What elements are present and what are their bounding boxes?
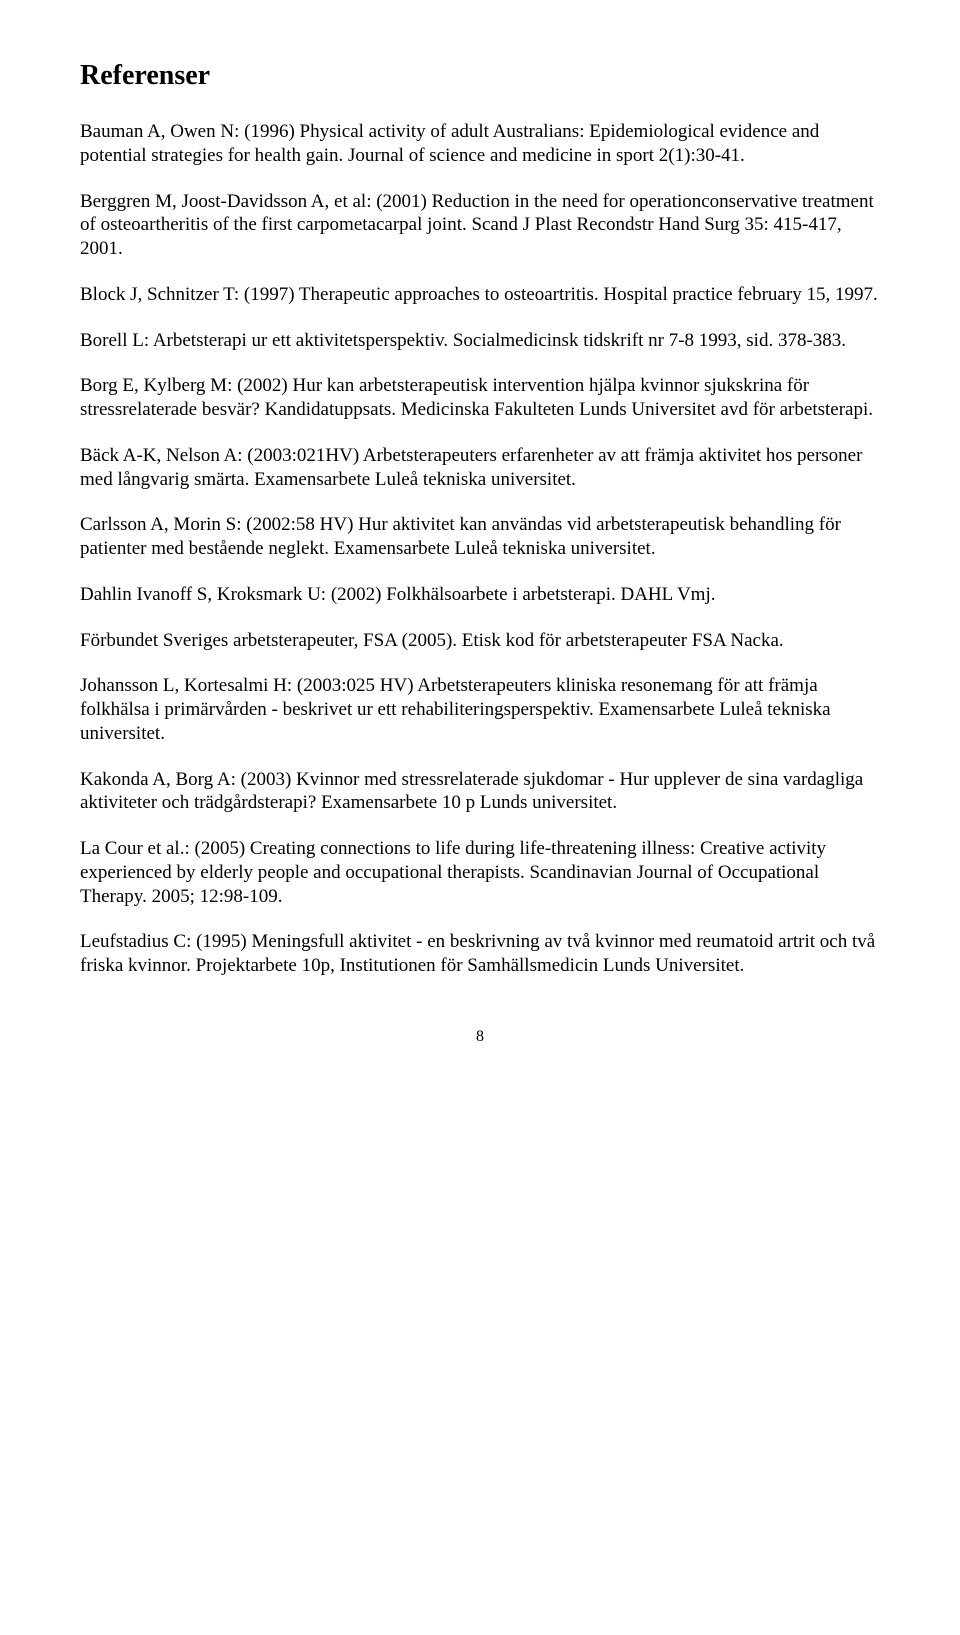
reference-item: La Cour et al.: (2005) Creating connecti…: [80, 837, 880, 908]
reference-item: Carlsson A, Morin S: (2002:58 HV) Hur ak…: [80, 513, 880, 561]
reference-item: Bauman A, Owen N: (1996) Physical activi…: [80, 120, 880, 168]
reference-item: Kakonda A, Borg A: (2003) Kvinnor med st…: [80, 768, 880, 816]
reference-item: Bäck A-K, Nelson A: (2003:021HV) Arbetst…: [80, 444, 880, 492]
page-heading: Referenser: [80, 60, 880, 92]
reference-item: Berggren M, Joost-Davidsson A, et al: (2…: [80, 190, 880, 261]
reference-item: Leufstadius C: (1995) Meningsfull aktivi…: [80, 930, 880, 978]
reference-item: Förbundet Sveriges arbetsterapeuter, FSA…: [80, 629, 880, 653]
reference-item: Borell L: Arbetsterapi ur ett aktivitets…: [80, 329, 880, 353]
page-number: 8: [80, 1028, 880, 1046]
reference-item: Johansson L, Kortesalmi H: (2003:025 HV)…: [80, 674, 880, 745]
reference-item: Borg E, Kylberg M: (2002) Hur kan arbets…: [80, 374, 880, 422]
reference-item: Dahlin Ivanoff S, Kroksmark U: (2002) Fo…: [80, 583, 880, 607]
reference-item: Block J, Schnitzer T: (1997) Therapeutic…: [80, 283, 880, 307]
